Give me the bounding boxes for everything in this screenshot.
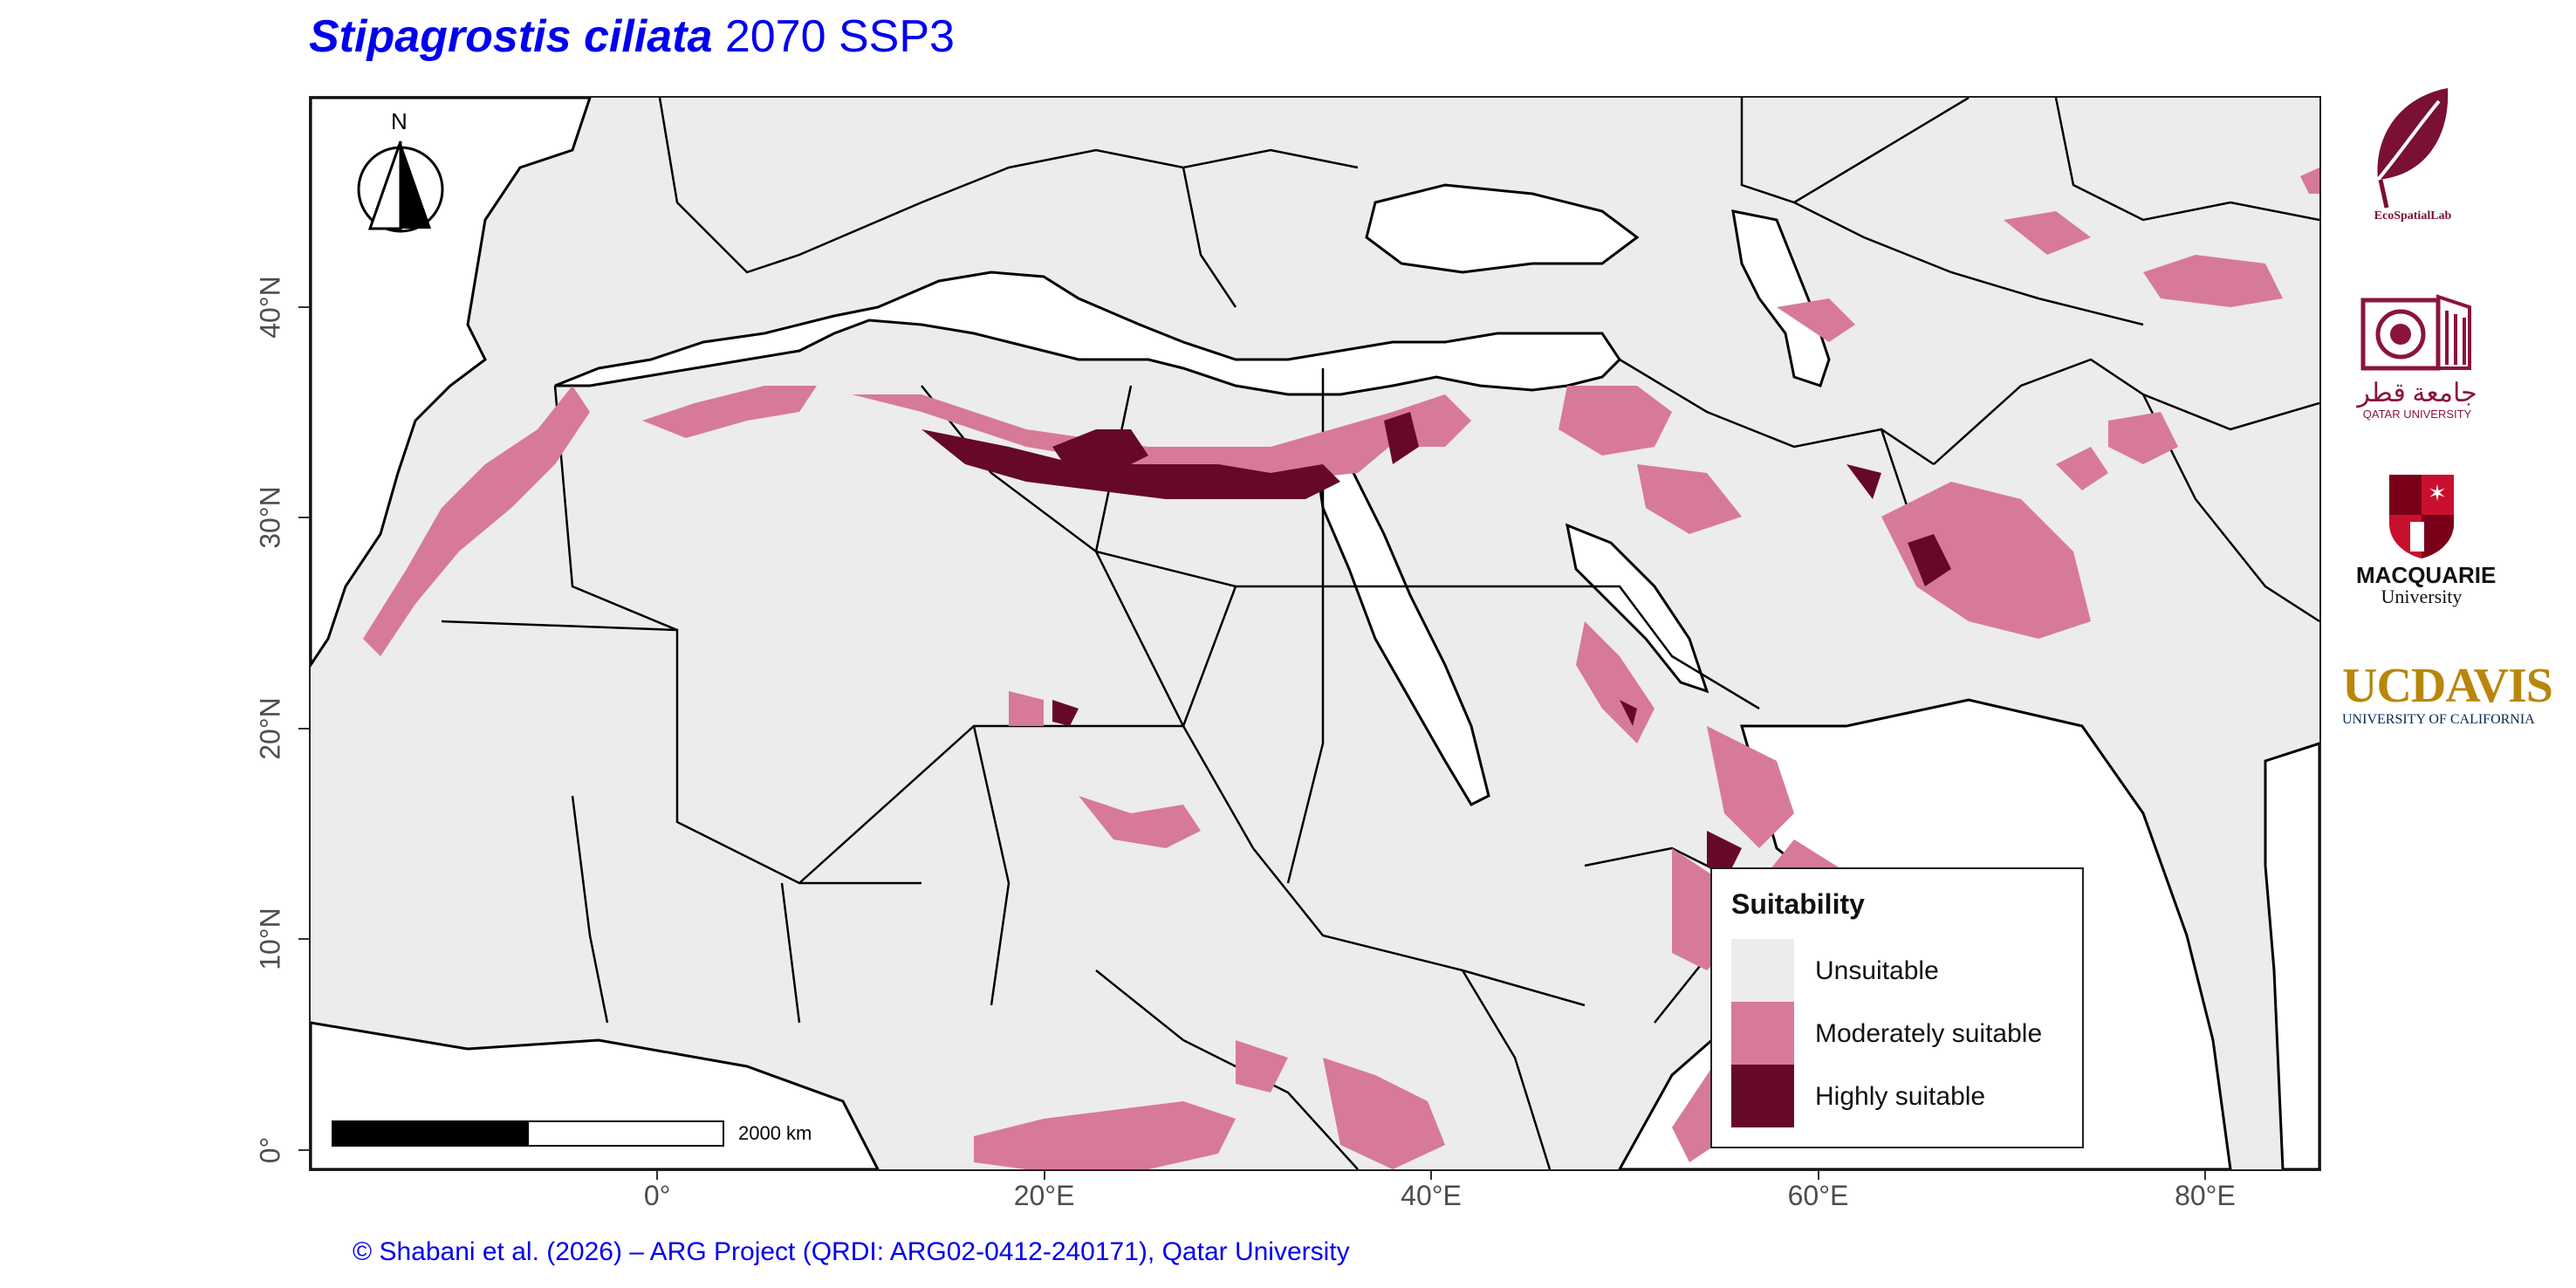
macquarie-university-logo[interactable]: ✶ MACQUARIE University xyxy=(2356,471,2497,611)
y-tick-mark xyxy=(298,727,309,730)
legend: Suitability Unsuitable Moderately suitab… xyxy=(1710,867,2084,1148)
map-title: Stipagrostis ciliata 2070 SSP3 xyxy=(309,10,955,63)
black-sea xyxy=(1365,183,1640,274)
legend-key-unsuitable xyxy=(1731,939,1794,1002)
y-tick-mark xyxy=(298,305,309,308)
caspian-sea xyxy=(1731,209,1831,387)
y-tick-mark xyxy=(298,517,309,519)
ecospatiallab-logo[interactable]: EcoSpatialLab xyxy=(2365,84,2461,232)
map-panel[interactable] xyxy=(309,96,2321,1171)
legend-label-unsuitable: Unsuitable xyxy=(1815,956,1939,985)
x-tick-mark xyxy=(656,1171,659,1180)
ucdavis-subtitle: UNIVERSITY OF CALIFORNIA xyxy=(2342,712,2535,727)
legend-key-high xyxy=(1731,1065,1794,1127)
macquarie-shield-icon: ✶ xyxy=(2389,475,2454,558)
y-tick-label: 0° xyxy=(254,1136,286,1164)
qatar-university-english: QATAR UNIVERSITY xyxy=(2362,408,2472,421)
scenario-label: 2070 SSP3 xyxy=(724,11,955,62)
svg-text:✶: ✶ xyxy=(2428,481,2447,507)
y-tick-mark xyxy=(298,938,309,941)
species-name: Stipagrostis ciliata xyxy=(309,11,713,62)
legend-label-moderate: Moderately suitable xyxy=(1815,1019,2043,1048)
qatar-university-emblem-icon xyxy=(2360,294,2471,371)
x-tick-label: 0° xyxy=(643,1180,671,1211)
y-tick-label: 10°N xyxy=(254,908,286,971)
north-label: N xyxy=(391,108,408,134)
x-tick-label: 60°E xyxy=(1787,1180,1849,1211)
x-tick-mark xyxy=(1043,1171,1045,1180)
y-tick-label: 40°N xyxy=(254,275,286,339)
north-arrow-icon xyxy=(357,140,444,233)
map-canvas xyxy=(311,98,2319,1169)
x-tick-label: 80°E xyxy=(2175,1180,2236,1211)
x-tick-label: 40°E xyxy=(1401,1180,1462,1211)
y-tick-label: 30°N xyxy=(254,486,286,549)
x-tick-label: 20°E xyxy=(1013,1180,1075,1211)
legend-title: Suitability xyxy=(1731,888,1865,920)
x-tick-mark xyxy=(1430,1171,1433,1180)
atlantic-ocean xyxy=(311,98,592,668)
red-sea xyxy=(1312,444,1490,806)
ucdavis-uc: UC xyxy=(2342,659,2412,713)
qatar-university-logo[interactable]: جامعة قطر QATAR UNIVERSITY xyxy=(2356,291,2478,422)
legend-label-high: Highly suitable xyxy=(1815,1082,1986,1111)
bay-of-bengal xyxy=(2264,742,2319,1169)
ucdavis-wordmark: UCDAVIS xyxy=(2342,659,2553,713)
ucdavis-davis: DAVIS xyxy=(2410,659,2553,713)
y-tick-label: 20°N xyxy=(254,696,286,760)
ecospatiallab-text: EcoSpatialLab xyxy=(2374,209,2452,223)
x-tick-mark xyxy=(2203,1171,2206,1180)
legend-key-moderate xyxy=(1731,1002,1794,1065)
y-tick-mark xyxy=(298,1148,309,1151)
credit-line: © Shabani et al. (2026) – ARG Project (Q… xyxy=(353,1237,1350,1266)
ucdavis-logo[interactable]: UCDAVIS UNIVERSITY OF CALIFORNIA xyxy=(2342,659,2553,738)
x-tick-mark xyxy=(1817,1171,1819,1180)
leaf-icon xyxy=(2376,88,2449,209)
macquarie-subtitle: University xyxy=(2381,586,2463,607)
qatar-university-arabic: جامعة قطر xyxy=(2357,379,2477,408)
scale-bar-label: 2000 km xyxy=(738,1122,812,1144)
macquarie-name: MACQUARIE xyxy=(2356,562,2497,588)
scale-bar xyxy=(332,1120,724,1147)
